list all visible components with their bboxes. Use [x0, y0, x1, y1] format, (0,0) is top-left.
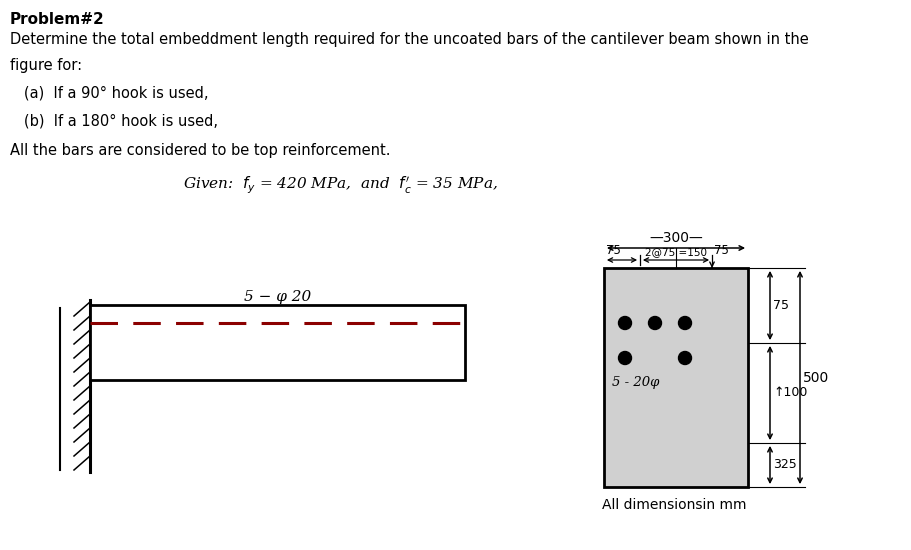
Text: 325: 325 [773, 459, 796, 471]
Text: figure for:: figure for: [10, 58, 82, 73]
Text: 5 − φ 20: 5 − φ 20 [243, 290, 311, 304]
Bar [90, 305, 465, 380]
Text: All dimensionsin mm: All dimensionsin mm [601, 498, 746, 512]
Text: 75: 75 [773, 299, 788, 312]
Circle shape [618, 351, 630, 365]
Text: 500: 500 [802, 371, 828, 384]
Text: 75: 75 [605, 244, 620, 257]
Text: Problem#2: Problem#2 [10, 12, 105, 27]
Text: —300—: —300— [649, 231, 702, 245]
Text: All the bars are considered to be top reinforcement.: All the bars are considered to be top re… [10, 143, 390, 158]
Circle shape [618, 316, 630, 329]
Text: Determine the total embeddment length required for the uncoated bars of the cant: Determine the total embeddment length re… [10, 32, 808, 47]
Circle shape [648, 316, 660, 329]
Circle shape [678, 351, 691, 365]
Text: 75: 75 [713, 244, 728, 257]
Text: (b)  If a 180° hook is used,: (b) If a 180° hook is used, [10, 113, 218, 128]
Text: (a)  If a 90° hook is used,: (a) If a 90° hook is used, [10, 85, 209, 100]
Text: 5 - 20φ: 5 - 20φ [611, 376, 659, 389]
Text: 2@75 =150: 2@75 =150 [644, 247, 706, 257]
Text: Given:  $f_y$ = 420 MPa,  and  $f_c'$ = 35 MPa,: Given: $f_y$ = 420 MPa, and $f_c'$ = 35 … [182, 175, 496, 196]
Bar [603, 268, 747, 487]
Text: ↑100: ↑100 [773, 387, 806, 399]
Circle shape [678, 316, 691, 329]
